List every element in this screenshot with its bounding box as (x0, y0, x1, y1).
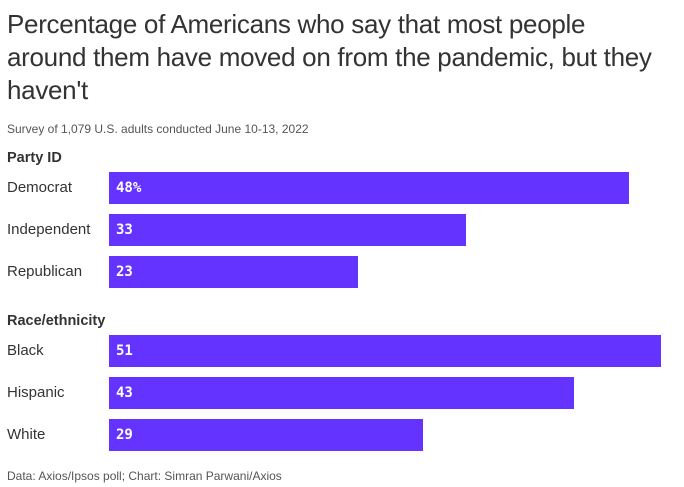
category-label: White (7, 426, 46, 443)
category-label: Independent (7, 221, 91, 238)
bar (109, 172, 629, 204)
bar-value-label: 51 (116, 343, 133, 359)
bar-value-label: 33 (116, 222, 133, 238)
group-label: Race/ethnicity (7, 313, 106, 329)
group-label: Party ID (7, 150, 62, 166)
chart-title: Percentage of Americans who say that mos… (7, 9, 652, 105)
bar-value-label: 48% (116, 180, 142, 196)
chart-source: Data: Axios/Ipsos poll; Chart: Simran Pa… (7, 469, 282, 483)
category-label: Black (7, 342, 44, 359)
bar-value-label: 29 (116, 427, 133, 443)
chart-subtitle: Survey of 1,079 U.S. adults conducted Ju… (7, 122, 309, 136)
bar (109, 377, 574, 409)
category-label: Republican (7, 263, 83, 280)
bar-value-label: 43 (116, 385, 133, 401)
category-label: Hispanic (7, 384, 65, 401)
bar (109, 419, 423, 451)
bar (109, 214, 466, 246)
bar (109, 256, 358, 288)
bar-value-label: 23 (116, 264, 133, 280)
category-label: Democrat (7, 179, 73, 196)
bar (109, 335, 661, 367)
